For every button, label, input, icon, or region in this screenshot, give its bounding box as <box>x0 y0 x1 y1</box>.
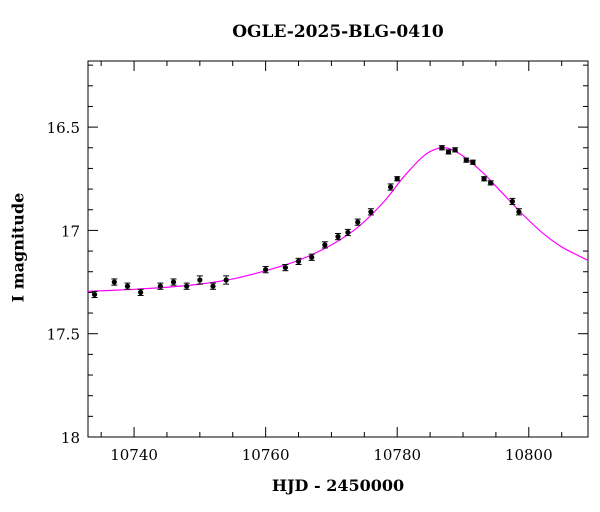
data-point <box>184 283 190 289</box>
data-point <box>295 258 302 264</box>
x-tick-label: 10740 <box>110 446 158 464</box>
data-point <box>263 267 269 273</box>
data-point <box>170 279 177 285</box>
y-tick-label: 17.5 <box>47 326 80 344</box>
data-point <box>138 289 144 295</box>
x-tick-label: 10800 <box>505 446 553 464</box>
data-point <box>345 229 351 236</box>
plot-frame <box>87 60 589 438</box>
data-point <box>124 283 131 289</box>
data-point <box>368 209 374 215</box>
data-point <box>322 242 328 248</box>
data-point <box>355 219 361 225</box>
data-point <box>309 254 315 260</box>
y-tick-label: 16.5 <box>47 119 80 137</box>
data-point <box>488 180 494 186</box>
data-point <box>210 283 216 289</box>
data-point <box>439 145 445 151</box>
data-point <box>509 198 515 205</box>
data-point <box>197 277 203 283</box>
model-curve <box>88 147 588 292</box>
y-tick-label: 18 <box>61 429 80 447</box>
data-point <box>282 264 288 271</box>
data-point <box>335 234 341 240</box>
x-tick-label: 10760 <box>242 446 290 464</box>
data-point <box>470 159 476 165</box>
data-point <box>91 291 98 298</box>
data-point <box>463 157 469 163</box>
data-point <box>223 277 229 283</box>
data-point <box>388 184 394 190</box>
data-point <box>157 283 163 289</box>
data-point <box>445 149 452 155</box>
x-tick-label: 10780 <box>373 446 421 464</box>
x-axis-label: HJD - 2450000 <box>271 476 405 495</box>
data-point <box>481 176 487 182</box>
y-tick-label: 17 <box>61 222 80 240</box>
data-point <box>452 147 458 153</box>
data-point <box>394 176 400 182</box>
chart-title: OGLE-2025-BLG-0410 <box>232 22 444 42</box>
data-point <box>111 279 117 285</box>
data-point <box>516 209 522 215</box>
